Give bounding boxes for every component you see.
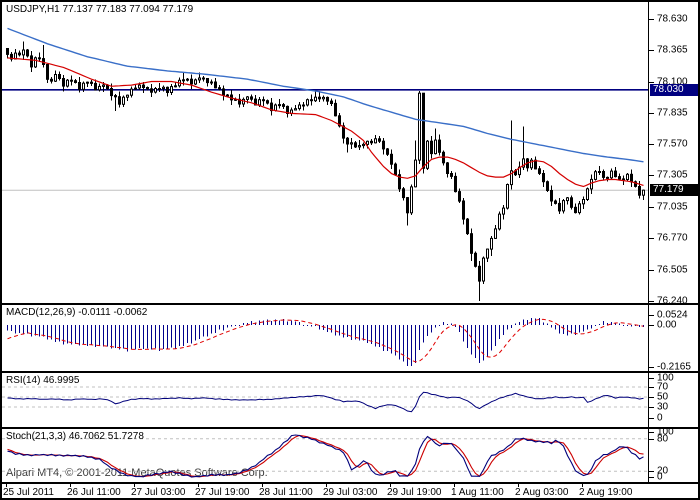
time-axis-tick (262, 484, 263, 487)
time-axis-label: 2 Aug 19:00 (579, 487, 633, 498)
rsi-axis-label: 70 (657, 381, 669, 393)
price-axis-label: 77.835 (657, 107, 688, 119)
rsi-plot[interactable] (2, 373, 648, 427)
macd-pane[interactable]: MACD(12,26,9) -0.0111 -0.0062 0.0524 0.00… (2, 305, 698, 373)
rsi-axis-label: 100 (657, 373, 674, 384)
time-axis-label: 27 Jul 03:00 (131, 487, 186, 498)
time-axis-label: 29 Jul 19:00 (387, 487, 442, 498)
price-axis-label-tick (649, 50, 654, 51)
main-chart-pane[interactable]: USDJPY,H1 77.137 77.183 77.094 77.179 78… (2, 2, 698, 305)
time-axis-tick (326, 484, 327, 487)
time-axis-tick (198, 484, 199, 487)
rsi-axis-label-tick (649, 397, 654, 398)
macd-axis-label-tick (649, 367, 654, 368)
time-axis-label: 28 Jul 11:00 (259, 487, 313, 498)
main-chart-plot[interactable] (2, 2, 648, 303)
time-axis-tick (518, 484, 519, 487)
macd-axis-label-tick (649, 325, 654, 326)
time-axis-tick (70, 484, 71, 487)
rsi-axis-label: 50 (657, 391, 669, 403)
price-axis-label: 76.505 (657, 264, 688, 276)
price-axis-label: 76.240 (657, 295, 688, 305)
price-axis-label-tick (649, 238, 654, 239)
macd-plot[interactable] (2, 305, 648, 371)
time-axis-tick (454, 484, 455, 487)
current-price-badge: 77.179 (650, 184, 698, 196)
price-axis-label-tick (649, 175, 654, 176)
time-axis-tick (582, 484, 583, 487)
time-axis[interactable]: 25 Jul 2011 26 Jul 11:00 27 Jul 03:00 27 Ju… (2, 484, 698, 498)
price-axis-label-tick (649, 113, 654, 114)
price-level-badge: 78.030 (650, 84, 698, 96)
price-axis-label: 77.570 (657, 138, 688, 150)
rsi-axis-label-tick (649, 418, 654, 419)
rsi-axis-label: 30 (657, 401, 669, 413)
price-axis-label: 78.100 (657, 76, 688, 88)
stochastic-plot[interactable] (2, 429, 648, 482)
time-axis-tick (134, 484, 135, 487)
stochastic-axis[interactable]: 100 80 20 0 (648, 429, 698, 482)
time-axis-label: 29 Jul 03:00 (323, 487, 378, 498)
price-axis-label-tick (649, 270, 654, 271)
price-axis-label-tick (649, 301, 654, 302)
price-axis-label: 78.365 (657, 44, 688, 56)
time-axis-label: 27 Jul 19:00 (195, 487, 250, 498)
time-axis-label: 1 Aug 11:00 (451, 487, 504, 498)
rsi-pane[interactable]: RSI(14) 46.9995 100 70 50 30 0 (2, 373, 698, 429)
time-axis-label: 25 Jul 2011 (3, 487, 54, 498)
price-axis-label: 78.630 (657, 13, 688, 25)
rsi-label: RSI(14) 46.9995 (6, 375, 80, 386)
stochastic-axis-label-tick (649, 439, 654, 440)
macd-axis-label: -0.2165 (657, 361, 691, 373)
price-axis-label-tick (649, 19, 654, 20)
stochastic-axis-label-tick (649, 477, 654, 478)
time-axis-label: 2 Aug 03:00 (515, 487, 569, 498)
stochastic-axis-label: 80 (657, 433, 669, 445)
stochastic-axis-label: 20 (657, 465, 669, 477)
rsi-axis[interactable]: 100 70 50 30 0 (648, 373, 698, 427)
time-axis-label: 26 Jul 11:00 (67, 487, 121, 498)
rsi-axis-label-tick (649, 378, 654, 379)
chart-title: USDJPY,H1 77.137 77.183 77.094 77.179 (6, 4, 194, 15)
time-axis-tick (390, 484, 391, 487)
stochastic-axis-label-tick (649, 471, 654, 472)
rsi-axis-label-tick (649, 407, 654, 408)
price-axis-label-tick (649, 144, 654, 145)
stochastic-axis-label-tick (649, 432, 654, 433)
macd-axis-label: 0.0524 (657, 309, 688, 321)
price-axis-label: 76.770 (657, 232, 688, 244)
price-axis-label-tick (649, 207, 654, 208)
stochastic-axis-label: 0 (657, 471, 663, 483)
macd-label: MACD(12,26,9) -0.0111 -0.0062 (6, 307, 148, 318)
macd-axis-label-tick (649, 315, 654, 316)
price-axis-label: 77.305 (657, 169, 688, 181)
rsi-axis-label: 0 (657, 412, 663, 424)
stochastic-pane[interactable]: Alpari MT4, © 2001-2011 MetaQuotes Softw… (2, 429, 698, 484)
stochastic-label: Stoch(21,3,3) 46.7062 51.7278 (6, 431, 144, 442)
rsi-axis-label-tick (649, 387, 654, 388)
price-axis-label-tick (649, 82, 654, 83)
time-axis-tick (6, 484, 7, 487)
stochastic-axis-label: 100 (657, 429, 674, 438)
macd-axis[interactable]: 0.0524 0.00 -0.2165 (648, 305, 698, 371)
macd-axis-label: 0.00 (657, 319, 677, 331)
main-price-axis[interactable]: 78.030 77.179 78.630 78.365 78.100 77.835 77… (648, 2, 698, 303)
price-axis-label: 77.035 (657, 201, 688, 213)
